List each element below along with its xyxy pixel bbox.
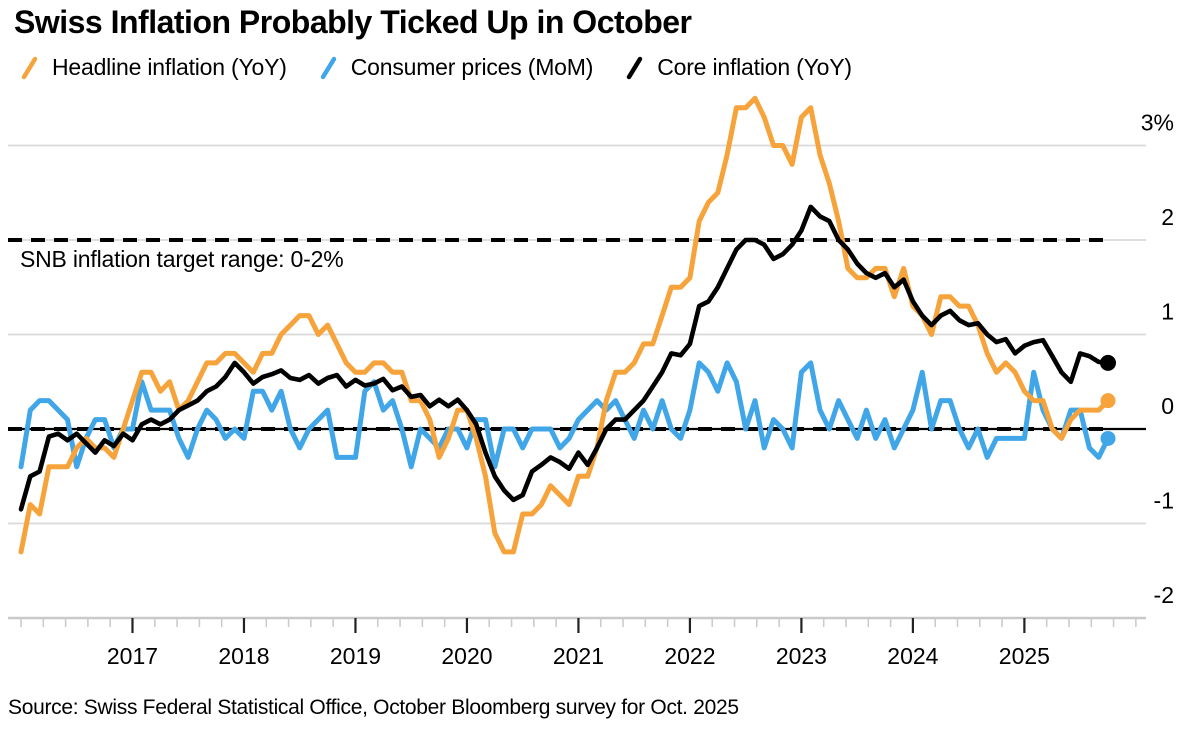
consumer-prices-mom-line (18, 360, 1111, 470)
legend-item-consumer-prices-mom: Consumer prices (MoM) (319, 54, 593, 81)
legend-label: Consumer prices (MoM) (350, 54, 594, 80)
series-lines (18, 95, 1111, 555)
legend-slash-icon (320, 56, 336, 79)
x-axis-year-label: 2017 (107, 643, 158, 669)
legend-label: Core inflation (YoY) (657, 54, 852, 80)
y-axis-label: -1 (1154, 488, 1174, 514)
legend-label: Headline inflation (YoY) (52, 54, 287, 80)
y-axis-label: 0 (1161, 393, 1174, 419)
x-axis-ticks (20, 618, 1137, 633)
x-axis-year-label: 2021 (553, 643, 604, 669)
legend-slash-icon (21, 56, 38, 79)
legend-item-headline-yoy: Headline inflation (YoY) (20, 54, 287, 81)
y-axis-label: -2 (1154, 582, 1174, 608)
x-axis-year-label: 2023 (776, 643, 827, 669)
forecast-dots (1100, 354, 1117, 446)
legend: Headline inflation (YoY) Consumer prices … (20, 54, 852, 81)
x-axis-year-label: 2019 (330, 643, 381, 669)
y-axis-labels: 3% 2 1 0 -1 -2 (1141, 110, 1174, 609)
legend-slash-icon (626, 56, 643, 79)
x-axis-year-label: 2025 (999, 643, 1050, 669)
target-range-annotation: SNB inflation target range: 0-2% (20, 246, 344, 272)
source-note: Source: Swiss Federal Statistical Office… (8, 696, 739, 719)
gridlines (8, 144, 1146, 620)
consumer-prices-mom-forecast-dot (1100, 430, 1116, 446)
y-axis-label: 3% (1141, 110, 1174, 136)
chart-title: Swiss Inflation Probably Ticked Up in Oc… (14, 4, 692, 40)
core-yoy-forecast-dot (1100, 354, 1117, 371)
x-axis-year-label: 2018 (218, 643, 269, 669)
x-axis-year-labels: 2017 2018 2019 2020 2021 2022 2023 2024 2025 (107, 643, 1050, 669)
y-axis-label: 2 (1161, 204, 1174, 230)
x-axis-year-label: 2022 (664, 643, 715, 669)
y-axis-label: 1 (1161, 299, 1174, 325)
legend-item-core-yoy: Core inflation (YoY) (625, 54, 852, 81)
headline-yoy-forecast-dot (1100, 393, 1116, 409)
headline-yoy-line (18, 95, 1111, 555)
core-yoy-line (18, 204, 1111, 512)
x-axis-year-label: 2024 (887, 643, 938, 669)
x-axis-year-label: 2020 (441, 643, 492, 669)
